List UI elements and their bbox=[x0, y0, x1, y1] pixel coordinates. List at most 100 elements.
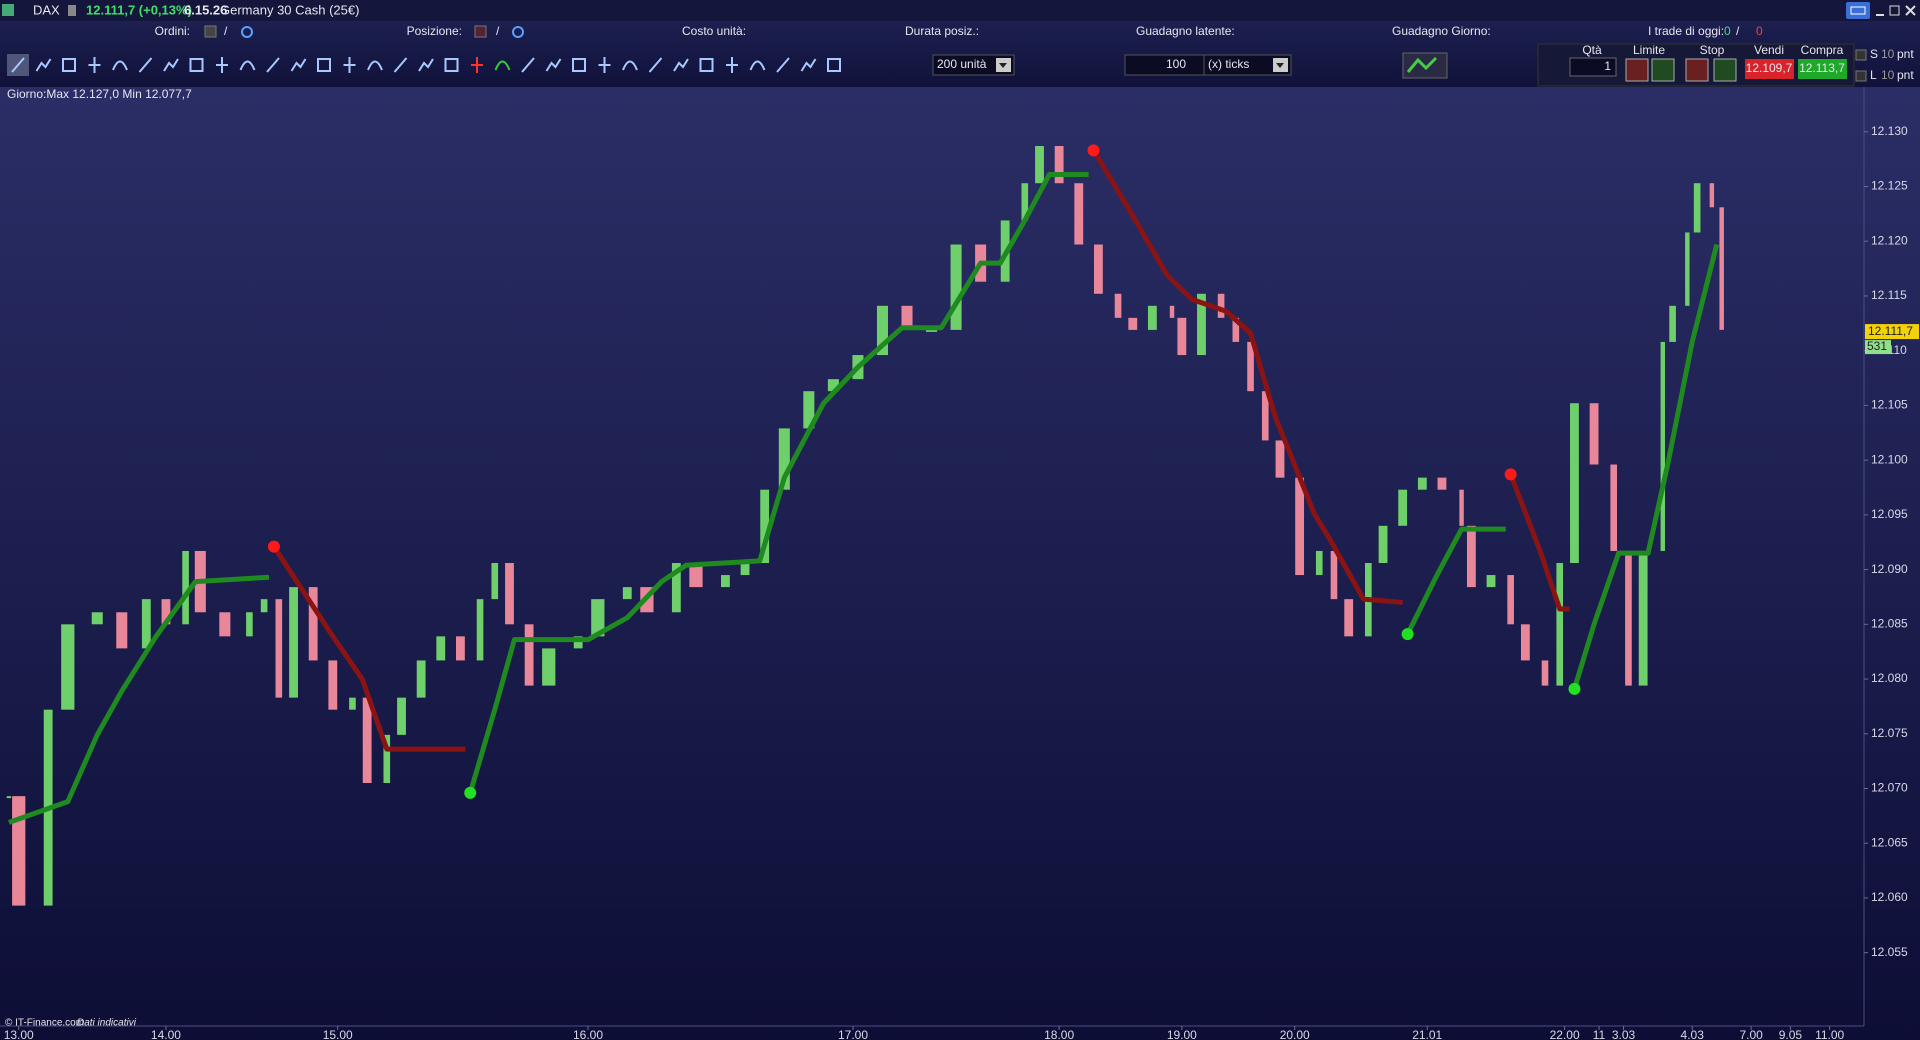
candle bbox=[1330, 550, 1338, 600]
tool-button[interactable] bbox=[290, 58, 307, 72]
x-tick-label: 9.05 bbox=[1779, 1028, 1803, 1040]
ticks-select[interactable] bbox=[1203, 54, 1292, 76]
candle bbox=[1177, 317, 1187, 356]
sell-button[interactable] bbox=[1745, 59, 1794, 79]
y-tick-label: 12.115 bbox=[1871, 288, 1907, 302]
tool-icon bbox=[290, 58, 307, 72]
tool-button[interactable] bbox=[572, 58, 586, 72]
tool-button[interactable] bbox=[749, 60, 766, 71]
unit-cost-label: Costo unità: bbox=[682, 24, 746, 38]
stop-buy-button[interactable] bbox=[1713, 58, 1737, 82]
tool-button[interactable] bbox=[622, 60, 638, 71]
trades-sep: / bbox=[1736, 24, 1740, 38]
tool-button[interactable] bbox=[800, 58, 817, 72]
candle bbox=[1486, 575, 1496, 588]
plot: 12.055 12.060 12.065 12.070 12.075 12.080 12.0… bbox=[4, 124, 1919, 1040]
position-checkbox[interactable] bbox=[474, 25, 487, 38]
info-icon[interactable] bbox=[68, 5, 76, 16]
restore-button[interactable] bbox=[1889, 5, 1900, 16]
tool-button[interactable] bbox=[673, 58, 689, 72]
limit-sell-button[interactable] bbox=[1625, 58, 1649, 82]
sell-price: 12.109,7 bbox=[1746, 61, 1793, 75]
tool-icon bbox=[471, 57, 483, 73]
tool-button[interactable] bbox=[189, 58, 204, 72]
tool-button[interactable] bbox=[266, 57, 280, 73]
y-tick-label: 12.095 bbox=[1871, 507, 1908, 521]
tool-icon bbox=[726, 57, 738, 73]
candle bbox=[1669, 305, 1676, 342]
orders-checkbox[interactable] bbox=[204, 25, 217, 38]
candle bbox=[308, 587, 318, 661]
tool-icon bbox=[367, 60, 383, 71]
buy-price: 12.113,7 bbox=[1799, 61, 1845, 75]
tool-button[interactable] bbox=[827, 58, 841, 72]
orders-label: Ordini: bbox=[155, 24, 190, 38]
candle bbox=[1295, 477, 1305, 576]
tool-button[interactable] bbox=[393, 57, 408, 73]
candle bbox=[1520, 624, 1530, 661]
candle bbox=[1147, 305, 1157, 330]
tool-button[interactable] bbox=[367, 60, 383, 71]
tool-button[interactable] bbox=[343, 57, 356, 73]
candle bbox=[1466, 525, 1476, 588]
candle bbox=[573, 636, 583, 649]
candle bbox=[1169, 305, 1175, 318]
ticks-input[interactable] bbox=[1124, 54, 1205, 76]
tool-button[interactable] bbox=[163, 58, 179, 72]
y-tick-label: 12.070 bbox=[1871, 781, 1908, 795]
qty-input[interactable] bbox=[1569, 57, 1617, 77]
keyboard-button[interactable] bbox=[1846, 2, 1870, 19]
tool-button[interactable] bbox=[138, 57, 153, 73]
candle bbox=[689, 563, 703, 588]
tool-button[interactable] bbox=[216, 57, 228, 73]
limit-label: Limite bbox=[1633, 43, 1665, 57]
candle bbox=[397, 697, 406, 735]
candle bbox=[1719, 207, 1724, 330]
tool-button[interactable] bbox=[62, 58, 76, 72]
x-tick-label: 22.00 bbox=[1550, 1028, 1580, 1040]
close-button[interactable] bbox=[1905, 5, 1916, 16]
tool-button[interactable] bbox=[726, 57, 738, 73]
x-tick-label: 16.00 bbox=[573, 1028, 603, 1040]
candle bbox=[827, 379, 839, 392]
candle bbox=[1693, 183, 1701, 233]
tool-icon bbox=[138, 57, 153, 73]
tool-button[interactable] bbox=[112, 60, 128, 71]
tool-icon bbox=[572, 58, 586, 72]
tool-button[interactable] bbox=[699, 58, 714, 72]
symbol: DAX bbox=[33, 2, 60, 17]
x-tick-label: 19.00 bbox=[1167, 1028, 1197, 1040]
tool-icon bbox=[112, 60, 128, 71]
s-checkbox[interactable] bbox=[1855, 49, 1867, 61]
limit-buy-button[interactable] bbox=[1651, 58, 1675, 82]
candle bbox=[1378, 525, 1388, 564]
tool-button[interactable] bbox=[648, 57, 663, 73]
duration-label: Durata posiz.: bbox=[905, 24, 979, 38]
tool-button[interactable] bbox=[471, 57, 483, 73]
signal-dot bbox=[1568, 682, 1581, 695]
units-select[interactable] bbox=[932, 54, 1015, 76]
candle bbox=[524, 624, 534, 686]
tool-button[interactable] bbox=[521, 57, 535, 73]
stop-sell-button[interactable] bbox=[1685, 58, 1709, 82]
tool-button[interactable] bbox=[776, 57, 790, 73]
tool-button[interactable] bbox=[239, 60, 256, 71]
candle bbox=[901, 305, 913, 330]
tool-button[interactable] bbox=[418, 58, 434, 72]
tool-button[interactable] bbox=[494, 60, 511, 71]
candle bbox=[1625, 550, 1632, 686]
position-settings[interactable] bbox=[512, 26, 524, 38]
orders-settings[interactable] bbox=[241, 26, 253, 38]
tool-button[interactable] bbox=[88, 57, 101, 73]
tool-button[interactable] bbox=[598, 57, 611, 73]
buy-button[interactable] bbox=[1798, 59, 1847, 79]
y-tick-label: 12.055 bbox=[1871, 945, 1908, 959]
tool-button[interactable] bbox=[35, 58, 52, 72]
l-checkbox[interactable] bbox=[1855, 70, 1867, 82]
x-tick-label: 14.00 bbox=[151, 1028, 181, 1040]
tool-button[interactable] bbox=[545, 58, 562, 72]
tool-icon bbox=[393, 57, 408, 73]
tool-button[interactable] bbox=[317, 58, 331, 72]
tool-button[interactable] bbox=[444, 58, 459, 72]
tool-button[interactable] bbox=[7, 54, 29, 76]
